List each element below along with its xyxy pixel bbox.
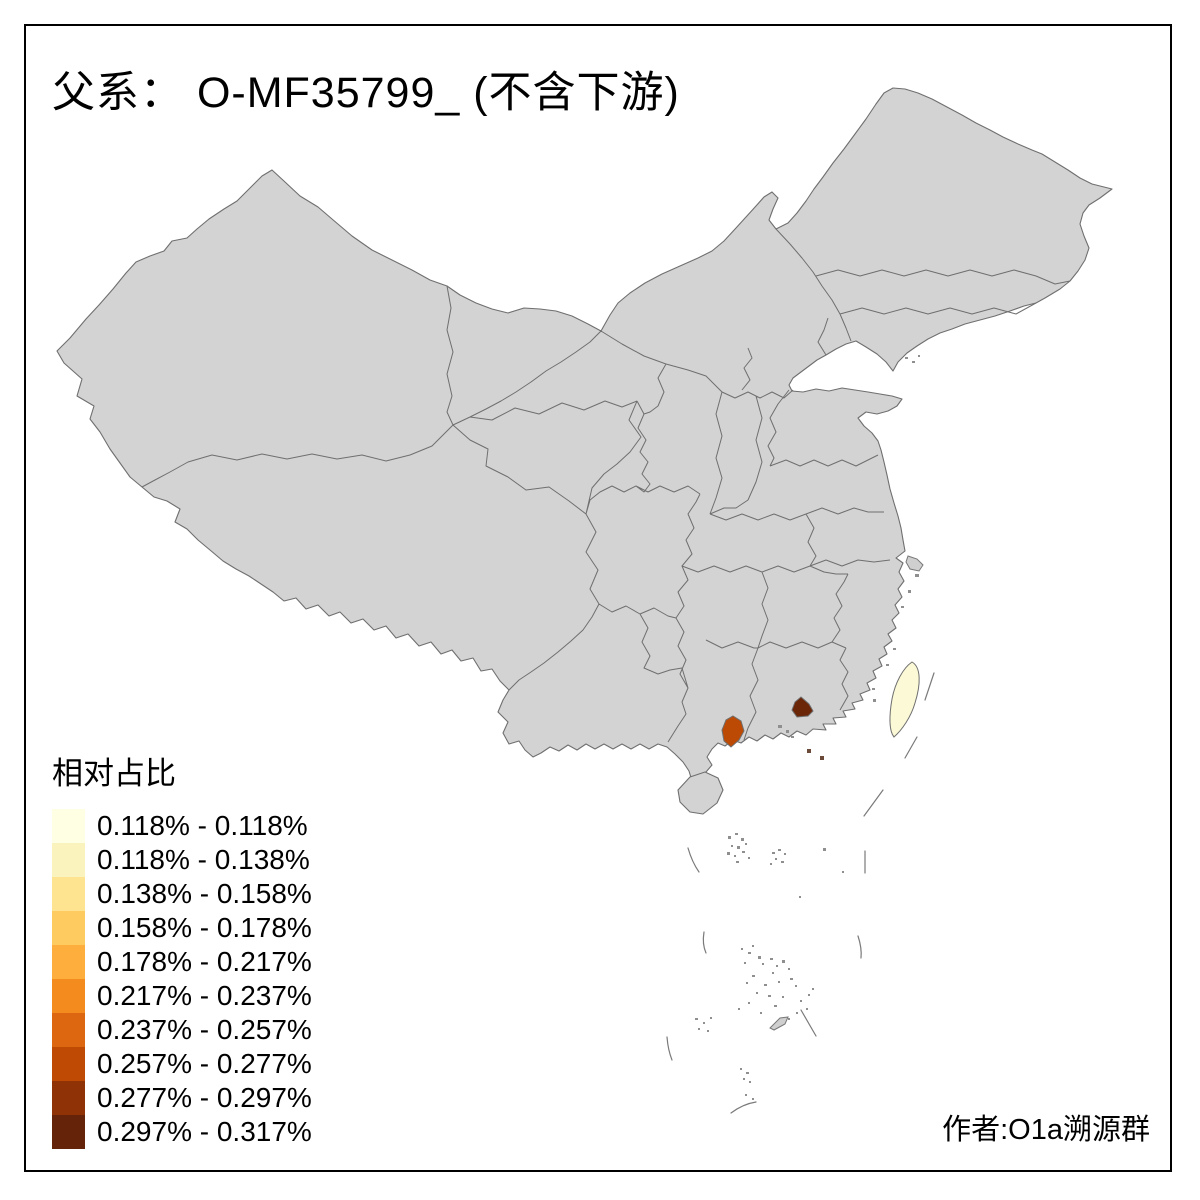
dark-islet bbox=[807, 749, 811, 753]
hainan-island bbox=[677, 771, 724, 815]
legend-label: 0.277% - 0.297% bbox=[97, 1082, 312, 1113]
legend-row: 0.178% - 0.217% bbox=[52, 945, 312, 979]
legend-label: 0.138% - 0.158% bbox=[97, 878, 312, 909]
legend-title: 相对占比 bbox=[52, 756, 176, 791]
legend-row: 0.138% - 0.158% bbox=[52, 877, 312, 911]
scs-islet bbox=[823, 848, 826, 851]
legend-swatch bbox=[52, 1047, 85, 1081]
legend-row: 0.297% - 0.317% bbox=[52, 1115, 312, 1149]
delta-islet bbox=[786, 730, 789, 733]
legend-swatch bbox=[52, 1115, 85, 1149]
province-borders bbox=[141, 228, 1071, 743]
legend-label: 0.118% - 0.118% bbox=[97, 810, 308, 841]
scs-islet bbox=[842, 871, 844, 873]
legend-label: 0.118% - 0.138% bbox=[97, 844, 310, 875]
mainland-outline bbox=[56, 87, 1113, 790]
delta-islet bbox=[778, 725, 782, 728]
legend-label: 0.257% - 0.277% bbox=[97, 1048, 312, 1079]
south-china-sea-islands bbox=[666, 833, 866, 1114]
batanes-dash bbox=[904, 736, 918, 759]
legend-row: 0.257% - 0.277% bbox=[52, 1047, 312, 1081]
legend-swatch bbox=[52, 945, 85, 979]
dash-arc bbox=[857, 935, 862, 959]
luzon-dash bbox=[863, 789, 884, 817]
dash-arc bbox=[666, 1036, 673, 1061]
coastal-islet bbox=[886, 664, 889, 666]
delta-islet bbox=[791, 736, 794, 738]
coastal-islet bbox=[872, 688, 875, 690]
dash-arc bbox=[730, 1101, 757, 1114]
legend-row: 0.118% - 0.118% bbox=[52, 809, 312, 843]
legend-row: 0.237% - 0.257% bbox=[52, 1013, 312, 1047]
legend-swatch bbox=[52, 809, 85, 843]
ryukyu-dash bbox=[924, 672, 935, 701]
coastal-islet bbox=[915, 574, 919, 577]
highlight-region-east bbox=[791, 696, 814, 718]
macclesfield-islets bbox=[770, 849, 786, 865]
bohai-islet bbox=[918, 355, 920, 357]
legend-rows: 0.118% - 0.118% 0.118% - 0.138% 0.138% -… bbox=[52, 809, 312, 1149]
legend-row: 0.277% - 0.297% bbox=[52, 1081, 312, 1115]
legend-label: 0.158% - 0.178% bbox=[97, 912, 312, 943]
legend-label: 0.297% - 0.317% bbox=[97, 1116, 312, 1147]
highlight-region-west bbox=[721, 715, 745, 748]
author-credit: 作者:O1a溯源群 bbox=[942, 1114, 1150, 1146]
coastal-islet bbox=[908, 590, 911, 593]
page-title: 父系： O-MF35799_ (不含下游) bbox=[52, 69, 680, 117]
legend-label: 0.178% - 0.217% bbox=[97, 946, 312, 977]
spratly-islets bbox=[695, 945, 814, 1032]
legend-swatch bbox=[52, 1081, 85, 1115]
taiwan-region bbox=[889, 661, 920, 738]
legend-swatch bbox=[52, 1013, 85, 1047]
legend-row: 0.158% - 0.178% bbox=[52, 911, 312, 945]
legend-label: 0.237% - 0.257% bbox=[97, 1014, 312, 1045]
legend-swatch bbox=[52, 843, 85, 877]
legend-row: 0.118% - 0.138% bbox=[52, 843, 312, 877]
dash-arc bbox=[800, 1009, 817, 1037]
legend: 相对占比 0.118% - 0.118% 0.118% - 0.138% 0.1… bbox=[52, 748, 312, 1149]
legend-swatch bbox=[52, 877, 85, 911]
coastal-islet bbox=[901, 606, 904, 608]
scs-islet bbox=[799, 896, 801, 898]
dark-islet bbox=[820, 756, 824, 760]
paracel-islets bbox=[727, 833, 750, 863]
legend-swatch bbox=[52, 911, 85, 945]
offshore-island-chains bbox=[863, 672, 935, 817]
bohai-islet bbox=[905, 357, 908, 359]
coastal-islet bbox=[893, 648, 896, 650]
legend-label: 0.217% - 0.237% bbox=[97, 980, 312, 1011]
legend-row: 0.217% - 0.237% bbox=[52, 979, 312, 1013]
scs-island bbox=[769, 1016, 789, 1031]
mainland-china bbox=[56, 87, 1113, 815]
southern-islets bbox=[740, 1068, 754, 1100]
dash-arc bbox=[687, 847, 700, 873]
bohai-islet bbox=[912, 361, 915, 363]
dash-arc bbox=[702, 931, 707, 954]
legend-swatch bbox=[52, 979, 85, 1013]
penghu-islet bbox=[873, 699, 876, 702]
chongming-island bbox=[905, 555, 924, 572]
